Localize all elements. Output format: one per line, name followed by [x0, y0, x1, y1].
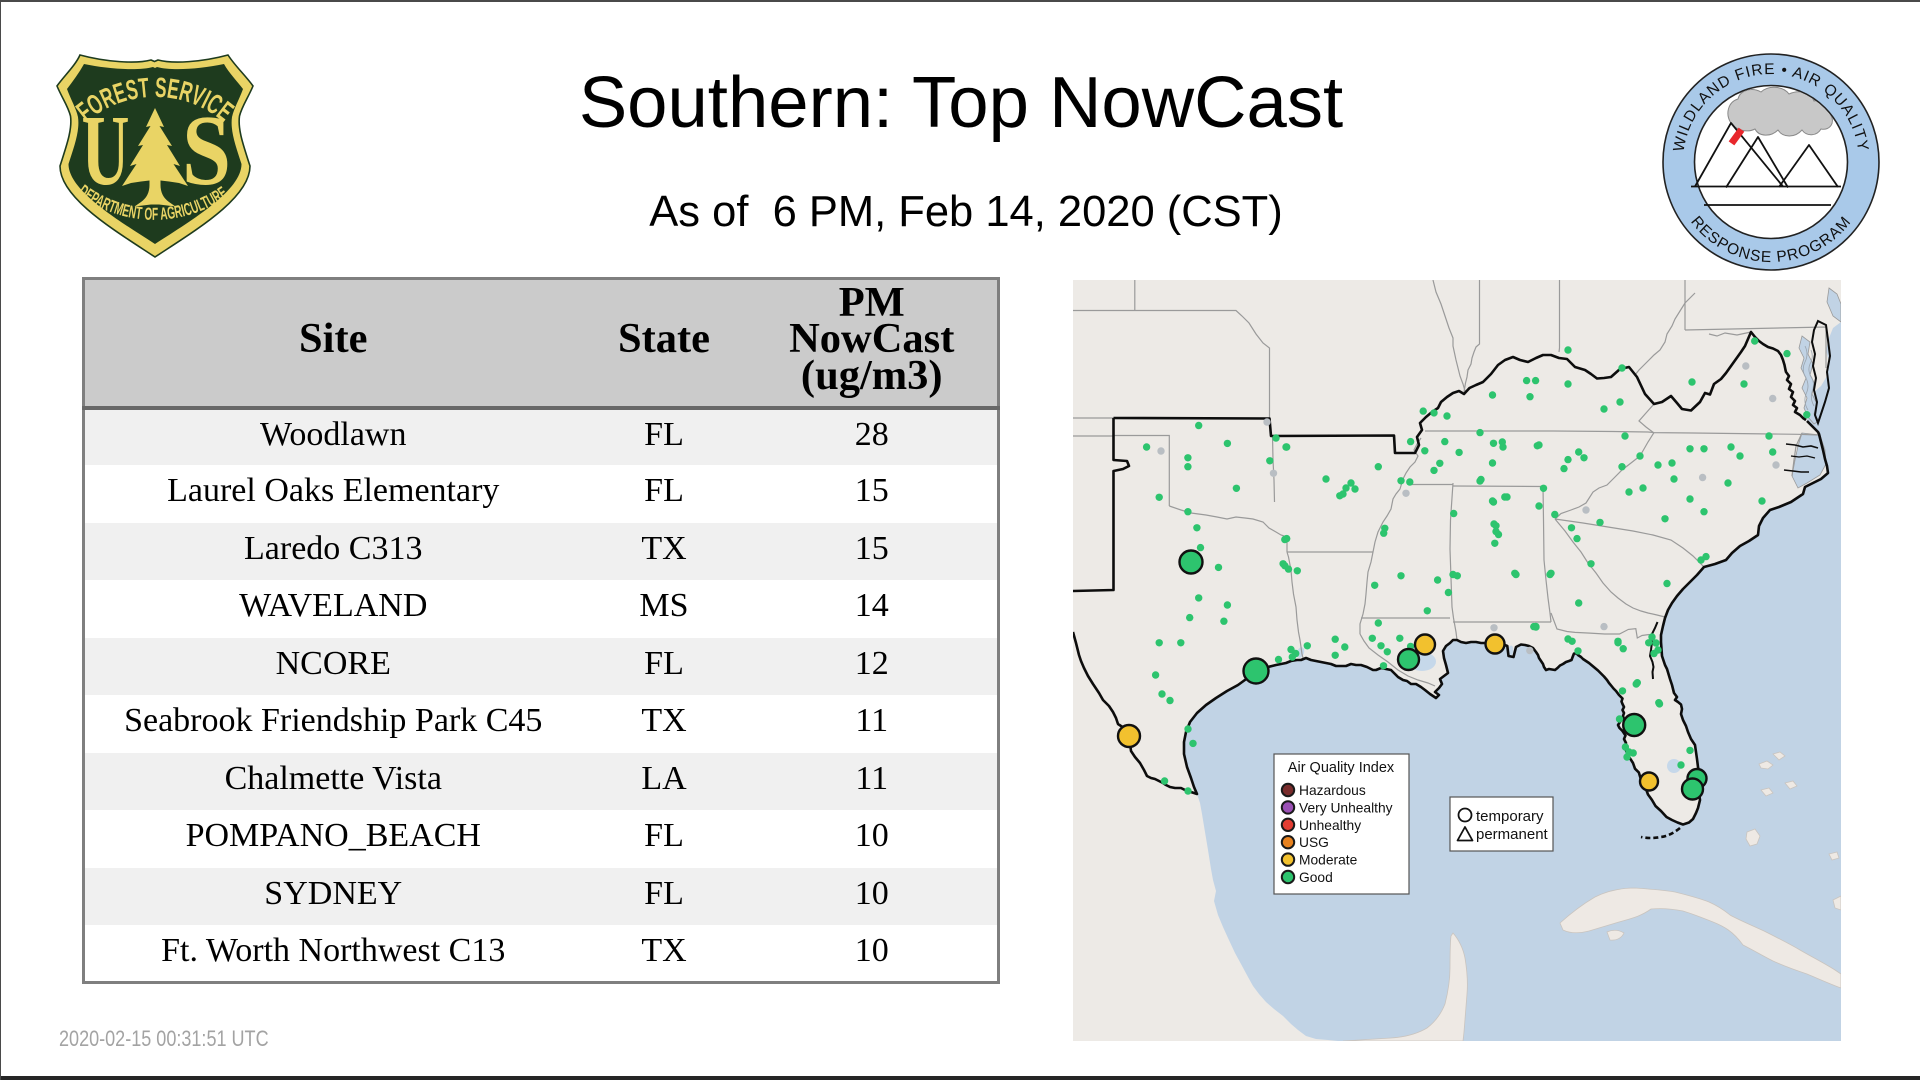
svg-text:Unhealthy: Unhealthy [1299, 818, 1361, 833]
svg-text:temporary: temporary [1476, 808, 1544, 825]
svg-text:Air Quality Index: Air Quality Index [1288, 760, 1395, 776]
svg-text:S: S [182, 94, 231, 206]
svg-text:Good: Good [1299, 870, 1333, 885]
svg-text:U: U [82, 94, 130, 206]
svg-text:Moderate: Moderate [1299, 853, 1358, 868]
svg-text:Hazardous: Hazardous [1299, 783, 1366, 798]
svg-text:Very Unhealthy: Very Unhealthy [1299, 800, 1393, 815]
svg-text:USG: USG [1299, 835, 1329, 850]
svg-text:permanent: permanent [1476, 826, 1549, 843]
